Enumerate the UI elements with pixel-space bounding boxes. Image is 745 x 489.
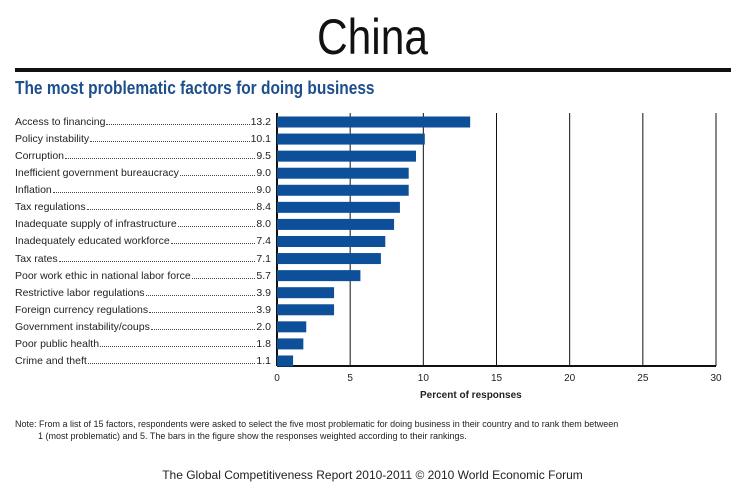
category-name: Poor public health [15,337,100,350]
value-label: 9.0 [256,167,271,180]
category-label: Corruption 9.5 [15,148,271,162]
footer: The Global Competitiveness Report 2010-2… [162,468,583,482]
dot-leader [177,226,256,228]
bar [277,321,307,333]
category-label: Crime and theft 1.1 [15,353,271,367]
dot-leader [86,209,256,211]
bar [277,184,409,196]
category-name: Access to financing [15,116,106,128]
category-name: Corruption [15,150,65,163]
value-label: 7.1 [256,252,271,265]
x-axis-label: Percent of responses [420,390,522,401]
dot-leader [170,243,256,245]
category-label: Government instability/coups 2.0 [15,319,271,333]
category-name: Tax regulations [15,201,86,214]
category-label: Access to financing 13.2 [15,114,271,128]
dot-leader [58,260,256,262]
value-label: 8.4 [256,201,271,214]
x-tick-label: 0 [274,373,280,384]
x-tick-label: 25 [637,373,649,384]
dot-leader [149,311,256,313]
dot-leader [65,158,256,160]
category-name: Inefficient government bureaucracy [15,167,179,180]
value-label: 10.1 [250,133,271,146]
value-label: 9.0 [256,184,271,197]
dot-leader [90,141,250,143]
bar [277,201,400,213]
value-label: 8.0 [256,218,271,231]
bar [277,253,381,265]
value-label: 7.4 [256,235,271,248]
x-tick-label: 10 [418,373,430,384]
dot-leader [150,328,256,330]
value-label: 2.0 [256,320,271,333]
bar [277,150,417,162]
category-label: Foreign currency regulations 3.9 [15,302,271,316]
bar [277,355,294,367]
category-label: Inflation 9.0 [15,182,271,196]
dot-leader [100,345,256,347]
bar [277,287,335,299]
dot-leader [179,175,256,177]
category-name: Inflation [15,184,52,197]
bar [277,133,425,145]
x-tick-label: 20 [564,373,576,384]
note: Note: From a list of 15 factors, respond… [15,418,725,442]
category-name: Poor work ethic in national labor force [15,269,191,282]
category-label: Inadequately educated workforce 7.4 [15,233,271,247]
bar-chart: 0 5 10 15 20 25 30 [274,113,722,384]
category-name: Tax rates [15,252,58,265]
bar [277,304,335,316]
bar [277,116,471,128]
value-label: 3.9 [256,286,271,299]
note-line-2: 1 (most problematic) and 5. The bars in … [38,431,467,441]
category-name: Foreign currency regulations [15,303,149,316]
category-label: Poor work ethic in national labor force 5… [15,268,271,282]
bar [277,218,395,230]
category-name: Crime and theft [15,354,87,367]
chart-title: The most problematic factors for doing b… [15,78,375,98]
category-name: Inadequately educated workforce [15,235,170,248]
bar [277,235,386,247]
category-label: Restrictive labor regulations 3.9 [15,285,271,299]
dot-leader [87,362,256,364]
category-label: Inefficient government bureaucracy 9.0 [15,165,271,179]
value-label: 13.2 [250,116,271,128]
category-name: Inadequate supply of infrastructure [15,218,177,231]
category-name: Government instability/coups [15,320,150,333]
dot-leader [52,192,256,194]
category-label: Inadequate supply of infrastructure 8.0 [15,216,271,230]
value-label: 3.9 [256,303,271,316]
dot-leader [191,277,256,279]
category-label: Tax regulations 8.4 [15,199,271,213]
bar [277,167,409,179]
value-label: 1.8 [256,337,271,350]
value-label: 5.7 [256,269,271,282]
title-rule [15,68,731,72]
note-line-1: Note: From a list of 15 factors, respond… [15,419,619,429]
x-tick-label: 30 [710,373,722,384]
value-label: 9.5 [256,150,271,163]
bar [277,270,361,282]
category-label: Poor public health 1.8 [15,336,271,350]
country-title: China [316,9,429,65]
category-label: Policy instability 10.1 [15,131,271,145]
dot-leader [145,294,256,296]
category-name: Restrictive labor regulations [15,286,145,299]
value-label: 1.1 [256,354,271,367]
dot-leader [106,124,250,125]
bar [277,338,304,350]
category-label: Tax rates 7.1 [15,251,271,265]
category-name: Policy instability [15,133,90,146]
x-tick-label: 15 [491,373,503,384]
x-tick-label: 5 [347,373,353,384]
